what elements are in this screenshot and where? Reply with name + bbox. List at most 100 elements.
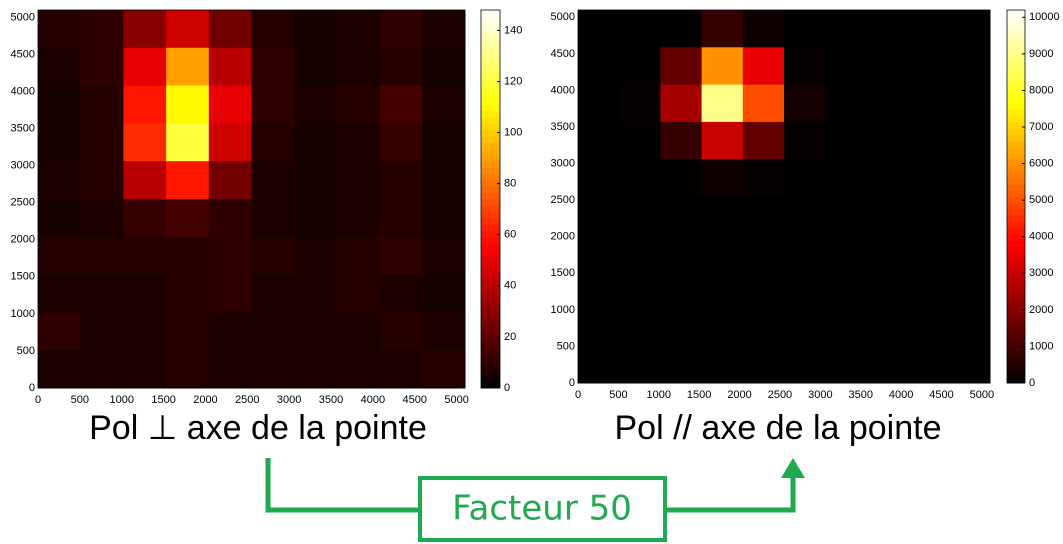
heatmap-cell: [866, 84, 909, 123]
heatmap-cell: [701, 84, 744, 123]
heatmap-cell: [701, 233, 744, 272]
colorbar-segment: [1007, 327, 1025, 334]
colorbar-segment: [481, 186, 500, 194]
colorbar-segment: [481, 10, 500, 17]
colorbar-segment: [1007, 264, 1025, 272]
colorbar-tick-label: 10000: [1029, 11, 1060, 23]
x-tick-label: 4000: [889, 389, 913, 401]
heatmap-cell: [701, 345, 744, 384]
heatmap-cell: [742, 47, 785, 86]
plot-frame: [577, 9, 991, 384]
heatmap-cell: [123, 85, 167, 124]
colorbar-segment: [1007, 215, 1025, 222]
colorbar-tick-label: 8000: [1029, 84, 1053, 96]
heatmap-cell: [660, 159, 703, 197]
colorbar-segment: [481, 224, 500, 231]
heatmap-cell: [907, 159, 950, 197]
colorbar-segment: [1007, 41, 1025, 48]
colorbar-tick-label: 6000: [1029, 157, 1053, 169]
colorbar-segment: [481, 236, 500, 244]
heatmap-cell: [294, 199, 338, 238]
heatmap-cell: [208, 236, 252, 276]
heatmap-cell: [619, 10, 661, 48]
heatmap-cell: [422, 10, 466, 49]
heatmap-cell: [578, 10, 620, 48]
heatmap-cell: [784, 308, 826, 347]
heatmap-cell: [948, 47, 991, 86]
y-tick-label: 2500: [551, 194, 575, 206]
colorbar-segment: [1007, 358, 1025, 365]
colorbar-segment: [481, 369, 500, 376]
colorbar-segment: [481, 375, 500, 383]
x-tick-label: 1500: [687, 389, 711, 401]
heatmap-cell: [825, 84, 867, 123]
colorbar-segment: [1007, 221, 1025, 229]
heatmap-cell: [123, 350, 167, 389]
colorbar-tick-label: 7000: [1029, 121, 1053, 133]
colorbar-segment: [481, 54, 500, 61]
x-tick-label: 500: [609, 389, 627, 401]
colorbar-tick-label: 100: [504, 127, 522, 139]
heatmap-cell: [907, 308, 950, 347]
colorbar-segment: [481, 268, 500, 276]
heatmap-cell: [578, 121, 620, 160]
colorbar-segment: [1007, 339, 1025, 347]
colorbar-segment: [481, 293, 500, 301]
heatmap-cell: [80, 350, 124, 389]
arrow-head: [781, 458, 805, 478]
colorbar-segment: [1007, 115, 1025, 123]
heatmap-cell: [38, 274, 82, 313]
y-tick-label: 5000: [11, 11, 35, 23]
colorbar-segment: [481, 167, 500, 175]
colorbar-segment: [481, 154, 500, 162]
y-tick-label: 3000: [551, 157, 575, 169]
y-tick-label: 3500: [551, 121, 575, 133]
colorbar-segment: [1007, 351, 1025, 359]
colorbar-segment: [1007, 72, 1025, 79]
heatmap-cell: [251, 350, 295, 389]
colorbar-tick-label: 9000: [1029, 48, 1053, 60]
colorbar-segment: [1007, 28, 1025, 36]
colorbar-segment: [1007, 47, 1025, 55]
heatmap-cell: [619, 47, 661, 86]
x-tick-label: 5000: [444, 394, 468, 406]
heatmap-cell: [80, 236, 124, 276]
colorbar-segment: [1007, 227, 1025, 235]
heatmap-cell: [294, 123, 338, 162]
colorbar-segment: [481, 243, 500, 250]
heatmap-cell: [123, 312, 167, 351]
colorbar-segment: [481, 255, 500, 263]
colorbar-tick-label: 60: [504, 229, 516, 241]
x-tick-label: 3000: [277, 394, 301, 406]
heatmap-cell: [660, 47, 703, 86]
colorbar-segment: [1007, 289, 1025, 297]
heatmap-cell: [123, 199, 167, 238]
heatmap-cell: [251, 47, 295, 87]
colorbar-segment: [1007, 134, 1025, 142]
heatmap-cell: [948, 159, 991, 197]
colorbar-segment: [481, 306, 500, 313]
heatmap-cell: [701, 196, 744, 235]
x-tick-label: 2500: [235, 394, 259, 406]
colorbar-segment: [1007, 283, 1025, 291]
heatmap-cell: [578, 47, 620, 86]
heatmap-cell: [825, 345, 867, 384]
colorbar-segment: [481, 331, 500, 339]
colorbar-segment: [1007, 128, 1025, 135]
colorbar-segment: [1007, 295, 1025, 303]
annotation-box: [418, 476, 667, 542]
heatmap-cell: [619, 345, 661, 384]
heatmap-cell: [80, 161, 124, 200]
heatmap-cell: [123, 236, 167, 276]
heatmap-cell: [619, 233, 661, 272]
heatmap-cell: [294, 85, 338, 124]
heatmap-cell: [251, 85, 295, 124]
colorbar-segment: [1007, 121, 1025, 129]
heatmap-cell: [619, 308, 661, 347]
colorbar-segment: [481, 104, 500, 112]
heatmap-cell: [742, 345, 785, 384]
colorbar-segment: [1007, 146, 1025, 154]
colorbar-segment: [1007, 59, 1025, 67]
heatmap-cell: [336, 85, 381, 124]
